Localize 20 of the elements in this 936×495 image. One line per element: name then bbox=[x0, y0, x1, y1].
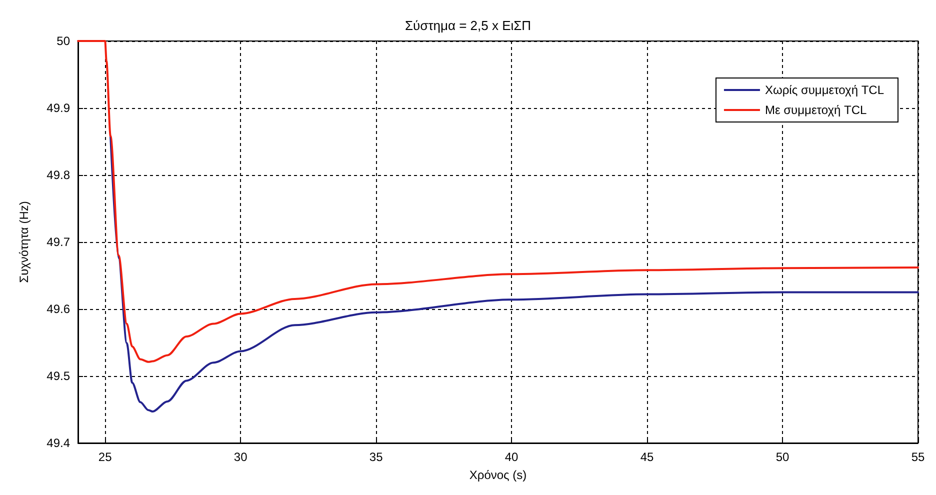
x-tick-label: 50 bbox=[776, 450, 790, 464]
x-tick-label: 30 bbox=[234, 450, 248, 464]
line-series bbox=[110, 135, 919, 413]
legend-label: Χωρίς συμμετοχή TCL bbox=[764, 83, 884, 97]
y-tick-label: 49.6 bbox=[46, 302, 70, 316]
x-tick-label: 55 bbox=[911, 450, 925, 464]
y-tick-label: 49.4 bbox=[46, 436, 70, 450]
y-tick-label: 50 bbox=[56, 34, 70, 48]
y-tick-label: 49.8 bbox=[46, 168, 70, 182]
x-tick-label: 40 bbox=[504, 450, 519, 464]
x-axis-title: Χρόνος (s) bbox=[469, 468, 527, 482]
x-tick-label: 25 bbox=[98, 450, 112, 464]
chart-title: Σύστημα = 2,5 x ΕιΣΠ bbox=[404, 18, 532, 33]
legend-label: Με συμμετοχή TCL bbox=[764, 103, 868, 117]
y-axis-title: Συχνότητα (Hz) bbox=[17, 201, 31, 283]
y-tick-label: 49.7 bbox=[46, 235, 70, 249]
x-tick-label: 45 bbox=[640, 450, 654, 464]
y-tick-label: 49.9 bbox=[46, 101, 70, 115]
x-tick-label: 35 bbox=[369, 450, 384, 464]
y-tick-label: 49.5 bbox=[46, 369, 70, 383]
